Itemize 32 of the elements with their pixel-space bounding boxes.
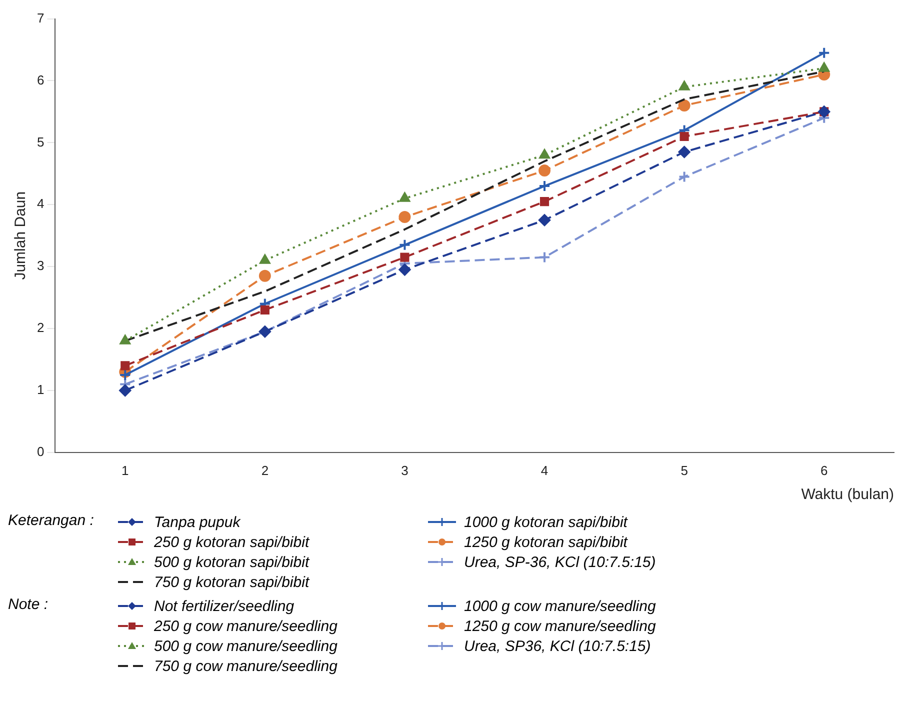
y-tick-label: 1 — [36, 382, 44, 398]
text: Note : — [8, 596, 50, 613]
x-tick-label: 1 — [122, 462, 129, 478]
y-tick-label: 4 — [36, 196, 44, 212]
legend-title: Keterangan : — [8, 512, 95, 529]
x-tick-label: 2 — [261, 462, 269, 478]
legend-label: 1250 g kotoran sapi/bibit — [464, 534, 628, 550]
x-tick-label: 3 — [401, 462, 408, 478]
text: Not fertilizer/seedling — [154, 598, 294, 614]
y-tick-label: 6 — [36, 72, 44, 88]
text: 1000 g cow manure/seedling — [464, 598, 656, 614]
text: 750 g cow manure/seedling — [154, 658, 338, 674]
x-tick-label: 5 — [680, 462, 688, 478]
legend-label: 1000 g kotoran sapi/bibit — [464, 514, 628, 530]
y-axis-title: Jumlah Daun — [12, 191, 30, 280]
legend-label: Urea, SP-36, KCl (10:7.5:15) — [464, 554, 656, 570]
y-tick-label: 0 — [36, 444, 44, 459]
x-tick-label: 4 — [540, 462, 548, 478]
x-axis-title: Waktu (bulan) — [801, 486, 894, 504]
y-tick-label: 5 — [36, 134, 44, 150]
text: 500 g cow manure/seedling — [154, 638, 338, 654]
x-tick-label: 6 — [820, 462, 828, 478]
text: Urea, SP36, KCl (10:7.5:15) — [464, 638, 651, 654]
text: 250 g cow manure/seedling — [154, 618, 338, 634]
text: 1250 g cow manure/seedling — [464, 618, 656, 634]
legend-label: 500 g kotoran sapi/bibit — [154, 554, 310, 570]
legend-label: Tanpa pupuk — [154, 514, 240, 530]
y-tick-label: 3 — [36, 258, 44, 274]
legend-label: 250 g kotoran sapi/bibit — [154, 534, 310, 550]
legend-label: 750 g kotoran sapi/bibit — [154, 574, 310, 590]
y-tick-label: 7 — [36, 10, 44, 26]
y-tick-label: 2 — [36, 320, 44, 336]
